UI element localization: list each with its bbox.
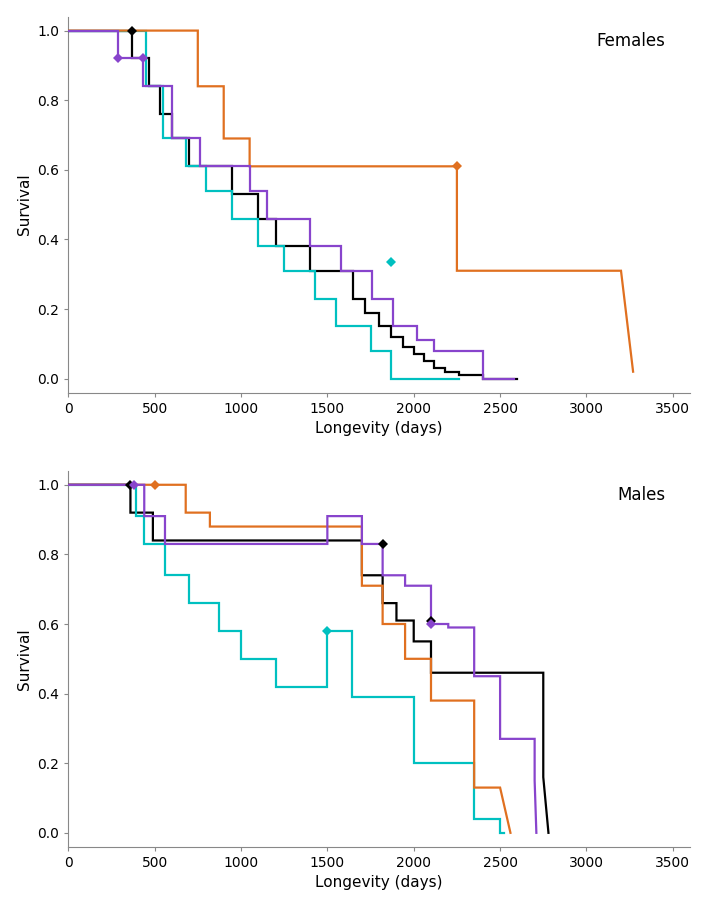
Text: Males: Males [617,486,665,504]
Y-axis label: Survival: Survival [17,174,32,236]
Y-axis label: Survival: Survival [17,628,32,689]
X-axis label: Longevity (days): Longevity (days) [316,421,443,436]
X-axis label: Longevity (days): Longevity (days) [316,875,443,891]
Text: Females: Females [596,32,665,50]
